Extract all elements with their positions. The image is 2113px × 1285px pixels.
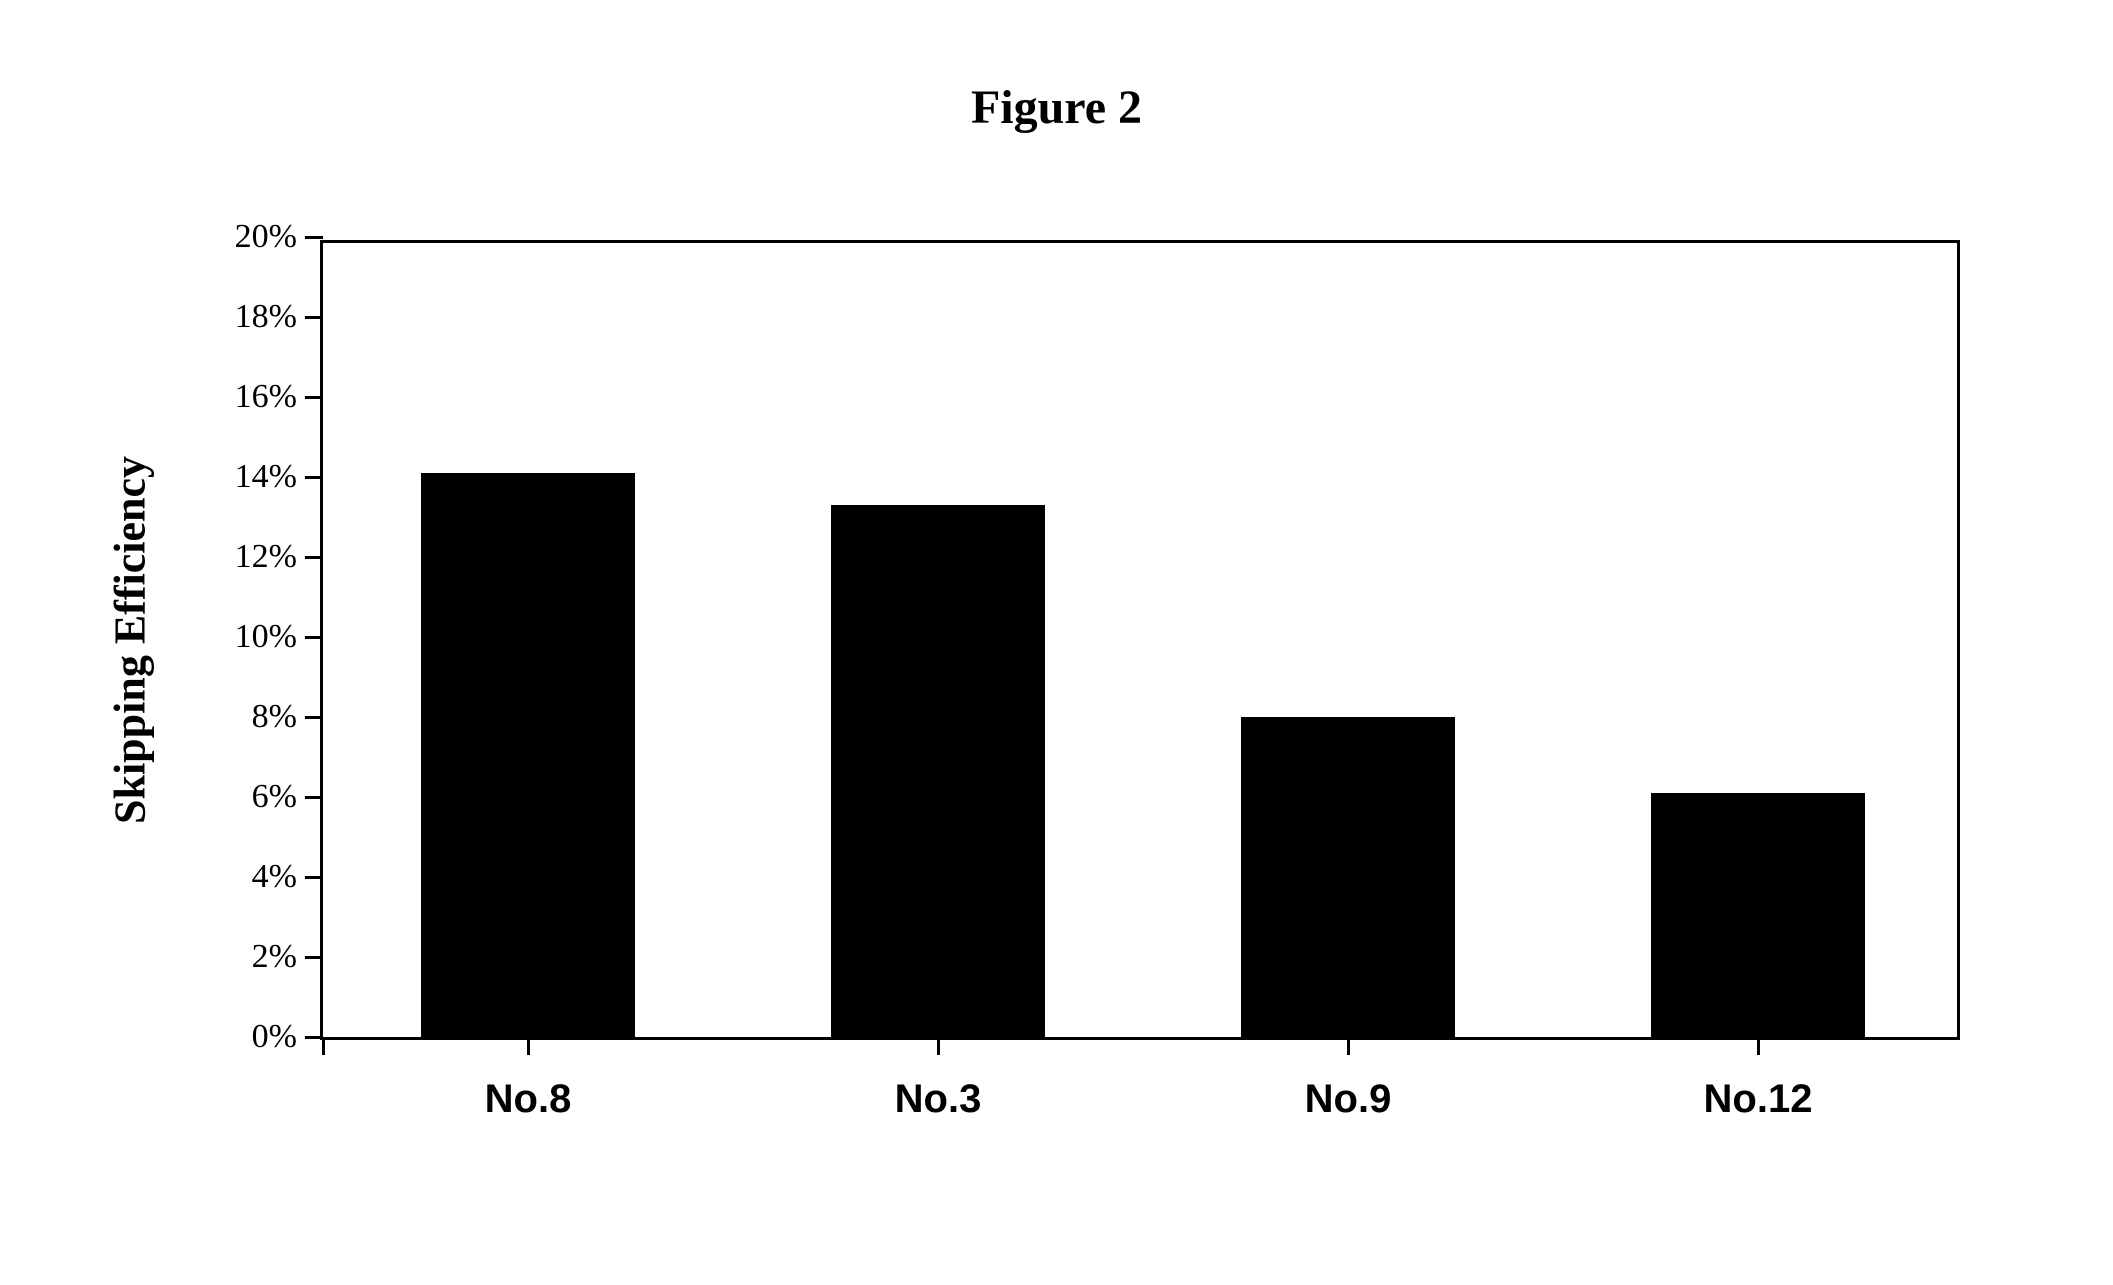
x-category-label: No.9 (1305, 1077, 1392, 1122)
y-tick-label: 8% (252, 698, 323, 736)
y-tick-label: 14% (235, 458, 323, 496)
x-category-label: No.12 (1704, 1077, 1813, 1122)
y-tick-label: 4% (252, 858, 323, 896)
y-tick-label: 2% (252, 938, 323, 976)
x-category-label: No.8 (485, 1077, 572, 1122)
plot-area: 0%2%4%6%8%10%12%14%16%18%20%No.8No.3No.9… (320, 240, 1960, 1040)
x-tick (1347, 1037, 1350, 1055)
x-tick (937, 1037, 940, 1055)
y-tick-label: 20% (235, 218, 323, 256)
bar (1651, 793, 1864, 1037)
x-tick (322, 1037, 325, 1055)
y-tick-label: 6% (252, 778, 323, 816)
y-axis-label: Skipping Efficiency (105, 456, 156, 824)
y-tick-label: 10% (235, 618, 323, 656)
bar (421, 473, 634, 1037)
bar (1241, 717, 1454, 1037)
x-tick (1757, 1037, 1760, 1055)
bar (831, 505, 1044, 1037)
figure-container: Figure 2 Skipping Efficiency 0%2%4%6%8%1… (0, 0, 2113, 1285)
figure-title: Figure 2 (0, 80, 2113, 135)
y-tick-label: 12% (235, 538, 323, 576)
y-tick-label: 0% (252, 1018, 323, 1056)
y-tick-label: 18% (235, 298, 323, 336)
x-category-label: No.3 (895, 1077, 982, 1122)
x-tick (527, 1037, 530, 1055)
y-tick-label: 16% (235, 378, 323, 416)
